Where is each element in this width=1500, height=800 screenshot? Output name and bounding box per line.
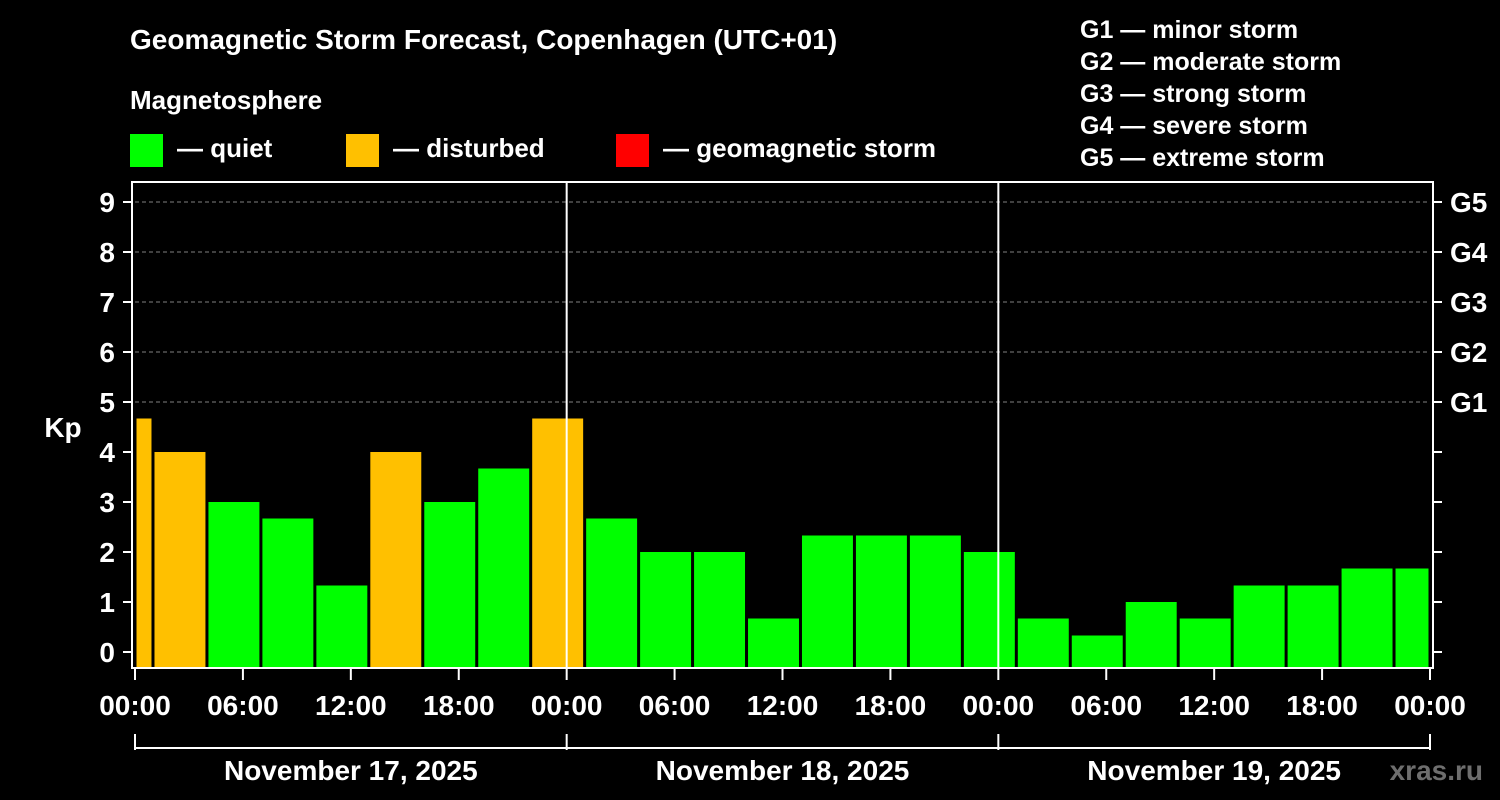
axes: 0 1 2 3 4 5 6 7 8 9 G1 G2 G3 G4 G5 00:00 06:00 12:00 18:00… xyxy=(99,181,1488,786)
kp-bar xyxy=(586,518,638,668)
g-tick-label: G3 xyxy=(1450,287,1487,318)
kp-bar xyxy=(1179,618,1231,668)
x-tick-label: 00:00 xyxy=(1394,690,1466,721)
kp-bar xyxy=(136,418,152,668)
kp-bar xyxy=(424,502,476,668)
kp-bar xyxy=(1017,618,1069,668)
x-tick-label: 00:00 xyxy=(963,690,1035,721)
x-tick-label: 18:00 xyxy=(1286,690,1358,721)
y-tick-label: 8 xyxy=(99,237,115,268)
x-tick-label: 06:00 xyxy=(639,690,711,721)
legend-label: — geomagnetic storm xyxy=(663,133,936,163)
kp-bar xyxy=(1233,585,1285,668)
x-tick-label: 12:00 xyxy=(315,690,387,721)
grid-lines xyxy=(135,201,1430,403)
y-tick-label: 5 xyxy=(99,387,115,418)
legend-swatch xyxy=(130,134,163,167)
date-label: November 17, 2025 xyxy=(224,755,478,786)
y-tick-label: 2 xyxy=(99,537,115,568)
kp-bar xyxy=(909,535,961,668)
kp-bar xyxy=(208,502,260,668)
kp-bar xyxy=(478,468,530,668)
kp-bar xyxy=(694,552,746,668)
y-axis-label: Kp xyxy=(44,412,81,443)
g-tick-label: G2 xyxy=(1450,337,1487,368)
y-tick-label: 0 xyxy=(99,637,115,668)
kp-bar xyxy=(963,552,1015,668)
kp-bar xyxy=(1395,568,1429,668)
y-tick-label: 9 xyxy=(99,187,115,218)
y-tick-label: 6 xyxy=(99,337,115,368)
kp-bar xyxy=(1287,585,1339,668)
g-scale-item: G3 — strong storm xyxy=(1080,80,1306,108)
g-scale-legend: G1 — minor storm G2 — moderate storm G3 — … xyxy=(1080,16,1341,172)
x-tick-label: 18:00 xyxy=(855,690,927,721)
legend-label: — quiet xyxy=(177,133,273,163)
x-tick-label: 00:00 xyxy=(99,690,171,721)
y-tick-label: 1 xyxy=(99,587,115,618)
chart-title: Geomagnetic Storm Forecast, Copenhagen (… xyxy=(130,24,837,55)
x-tick-label: 06:00 xyxy=(207,690,279,721)
g-scale-item: G4 — severe storm xyxy=(1080,112,1308,140)
legend-swatch xyxy=(616,134,649,167)
x-tick-label: 18:00 xyxy=(423,690,495,721)
kp-bar xyxy=(316,585,368,668)
legend-title: Magnetosphere xyxy=(130,85,322,115)
x-tick-label: 12:00 xyxy=(747,690,819,721)
y-tick-label: 3 xyxy=(99,487,115,518)
y-tick-label: 4 xyxy=(99,437,115,468)
kp-bar xyxy=(262,518,314,668)
g-scale-item: G2 — moderate storm xyxy=(1080,48,1341,76)
g-tick-label: G5 xyxy=(1450,187,1487,218)
watermark: xras.ru xyxy=(1390,755,1483,786)
kp-bar xyxy=(154,452,206,668)
kp-bar xyxy=(748,618,799,668)
g-scale-item: G1 — minor storm xyxy=(1080,16,1298,44)
kp-bar xyxy=(370,452,422,668)
legend-label: — disturbed xyxy=(393,133,545,163)
kp-bar xyxy=(1341,568,1393,668)
x-tick-label: 00:00 xyxy=(531,690,603,721)
date-label: November 19, 2025 xyxy=(1087,755,1341,786)
kp-bar xyxy=(855,535,907,668)
legend-swatch xyxy=(346,134,379,167)
bars xyxy=(136,418,1429,668)
legend: — quiet — disturbed — geomagnetic storm xyxy=(130,133,936,167)
x-tick-label: 12:00 xyxy=(1178,690,1250,721)
x-tick-label: 06:00 xyxy=(1070,690,1142,721)
y-tick-label: 7 xyxy=(99,287,115,318)
kp-bar xyxy=(532,418,584,668)
g-scale-item: G5 — extreme storm xyxy=(1080,144,1325,172)
kp-bar xyxy=(1125,602,1177,668)
date-label: November 18, 2025 xyxy=(656,755,910,786)
kp-bar xyxy=(640,552,692,668)
g-tick-label: G4 xyxy=(1450,237,1488,268)
kp-bar xyxy=(1071,635,1123,668)
g-tick-label: G1 xyxy=(1450,387,1487,418)
kp-bar xyxy=(801,535,853,668)
